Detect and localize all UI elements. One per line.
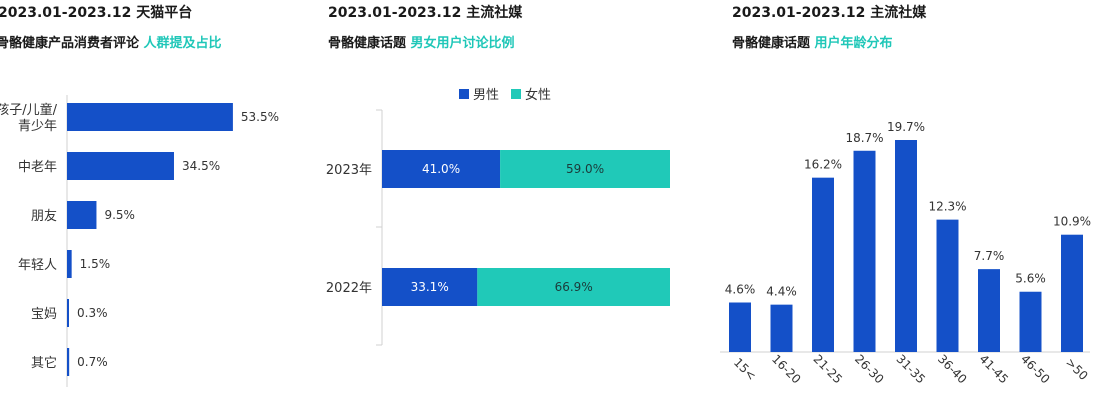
- bar-3: [67, 250, 72, 278]
- panel-gender-ratio: 2023.01-2023.12 主流社媒 骨骼健康话题 男女用户讨论比例 男性 女…: [320, 0, 700, 418]
- segment-value-label: 59.0%: [566, 162, 604, 176]
- bar-value-label: 4.4%: [766, 285, 797, 299]
- bar-value-label: 53.5%: [241, 110, 279, 124]
- bar-value-label: 10.9%: [1053, 215, 1091, 229]
- panel3-subtitle-main: 骨骼健康话题: [732, 36, 811, 51]
- panel1-subtitle-main: 骨骼健康产品消费者评论: [0, 36, 140, 51]
- category-label: 其它: [31, 355, 57, 371]
- bar-4: [895, 140, 917, 352]
- segment-value-label: 41.0%: [422, 162, 460, 176]
- bar-value-label: 7.7%: [974, 249, 1005, 263]
- category-label: 中老年: [18, 160, 57, 175]
- category-label: 31-35: [894, 352, 929, 387]
- category-label: 41-45: [977, 352, 1012, 387]
- panel2-subtitle-main: 骨骼健康话题: [328, 36, 407, 51]
- segment-value-label: 33.1%: [411, 280, 449, 294]
- bar-7: [1019, 291, 1042, 352]
- legend-swatch-1: [511, 89, 521, 99]
- bar-4: [67, 299, 69, 327]
- stack-segment-1-1: [477, 268, 670, 306]
- bar-3: [853, 150, 876, 352]
- bar-value-label: 4.6%: [725, 282, 756, 296]
- stack-segment-1-0: [500, 150, 670, 188]
- category-label: 2022年: [326, 281, 372, 296]
- bar-2: [67, 201, 97, 229]
- panel1-subtitle: 骨骼健康产品消费者评论 人群提及占比: [0, 32, 222, 51]
- segment-value-label: 66.9%: [555, 280, 593, 294]
- bar-value-label: 5.6%: [1015, 272, 1046, 286]
- bar-0: [729, 302, 751, 352]
- panel3-subtitle-highlight: 用户年龄分布: [814, 36, 893, 51]
- legend-swatch-0: [459, 89, 469, 99]
- panel2-title: 2023.01-2023.12 主流社媒: [328, 5, 523, 21]
- category-label: 36-40: [935, 352, 970, 387]
- panel3-title: 2023.01-2023.12 主流社媒: [732, 5, 927, 21]
- bar-value-label: 18.7%: [845, 131, 883, 145]
- bar-8: [1061, 234, 1083, 352]
- category-label: 孩子/儿童/: [0, 102, 58, 118]
- bar-value-label: 1.5%: [80, 257, 111, 271]
- category-label: 朋友: [31, 208, 57, 224]
- category-label: 2023年: [326, 163, 372, 178]
- panel2-subtitle: 骨骼健康话题 男女用户讨论比例: [328, 32, 515, 51]
- bar-value-label: 12.3%: [928, 200, 966, 214]
- category-label: >50: [1063, 355, 1091, 383]
- category-label: 青少年: [18, 119, 57, 134]
- panel1-subtitle-highlight: 人群提及占比: [143, 36, 222, 51]
- bar-1: [770, 304, 793, 352]
- bar-2: [812, 177, 834, 352]
- gender-stacked-bar-chart: 男性 女性 41.0% 59.0% 2023年 33.1% 66.9% 2022年: [326, 87, 670, 346]
- stack-segment-0-1: [382, 268, 478, 306]
- legend-label-0: 男性: [473, 88, 499, 103]
- panel3-subtitle: 骨骼健康话题 用户年龄分布: [732, 32, 893, 51]
- panel-age-distribution: 2023.01-2023.12 主流社媒 骨骼健康话题 用户年龄分布 4.6% 1…: [715, 0, 1111, 418]
- category-label: 15<: [731, 355, 759, 383]
- panel2-subtitle-highlight: 男女用户讨论比例: [410, 36, 515, 51]
- bar-5: [67, 348, 70, 376]
- bar-1: [67, 152, 174, 180]
- category-label: 21-25: [811, 352, 846, 387]
- category-label: 年轻人: [18, 258, 57, 273]
- category-label: 16-20: [769, 352, 804, 387]
- bar-value-label: 0.7%: [77, 355, 108, 369]
- category-label: 宝妈: [31, 307, 57, 322]
- bar-value-label: 16.2%: [804, 158, 842, 172]
- bar-value-label: 19.7%: [887, 120, 925, 134]
- stack-segment-0-0: [382, 150, 501, 188]
- category-label: 46-50: [1018, 352, 1053, 387]
- age-bar-chart: 4.6% 15< 4.4% 16-20 16.2% 21-25 18.7% 26-30 19.7…: [720, 120, 1091, 387]
- panel-audience-mentions: 2023.01-2023.12 天猫平台 骨骼健康产品消费者评论 人群提及占比 …: [0, 0, 300, 418]
- bar-0: [67, 103, 233, 131]
- bar-value-label: 34.5%: [182, 159, 220, 173]
- audience-bar-chart: 53.5% 孩子/儿童/青少年 34.5% 中老年 9.5% 朋友 1.5% 年轻人 0.3% 宝…: [0, 95, 279, 387]
- legend-label-1: 女性: [525, 87, 551, 103]
- category-label: 26-30: [852, 352, 887, 387]
- bar-value-label: 9.5%: [104, 208, 135, 222]
- bar-6: [978, 269, 1000, 352]
- bar-5: [936, 219, 959, 352]
- bar-value-label: 0.3%: [77, 306, 108, 320]
- panel1-title: 2023.01-2023.12 天猫平台: [0, 5, 193, 21]
